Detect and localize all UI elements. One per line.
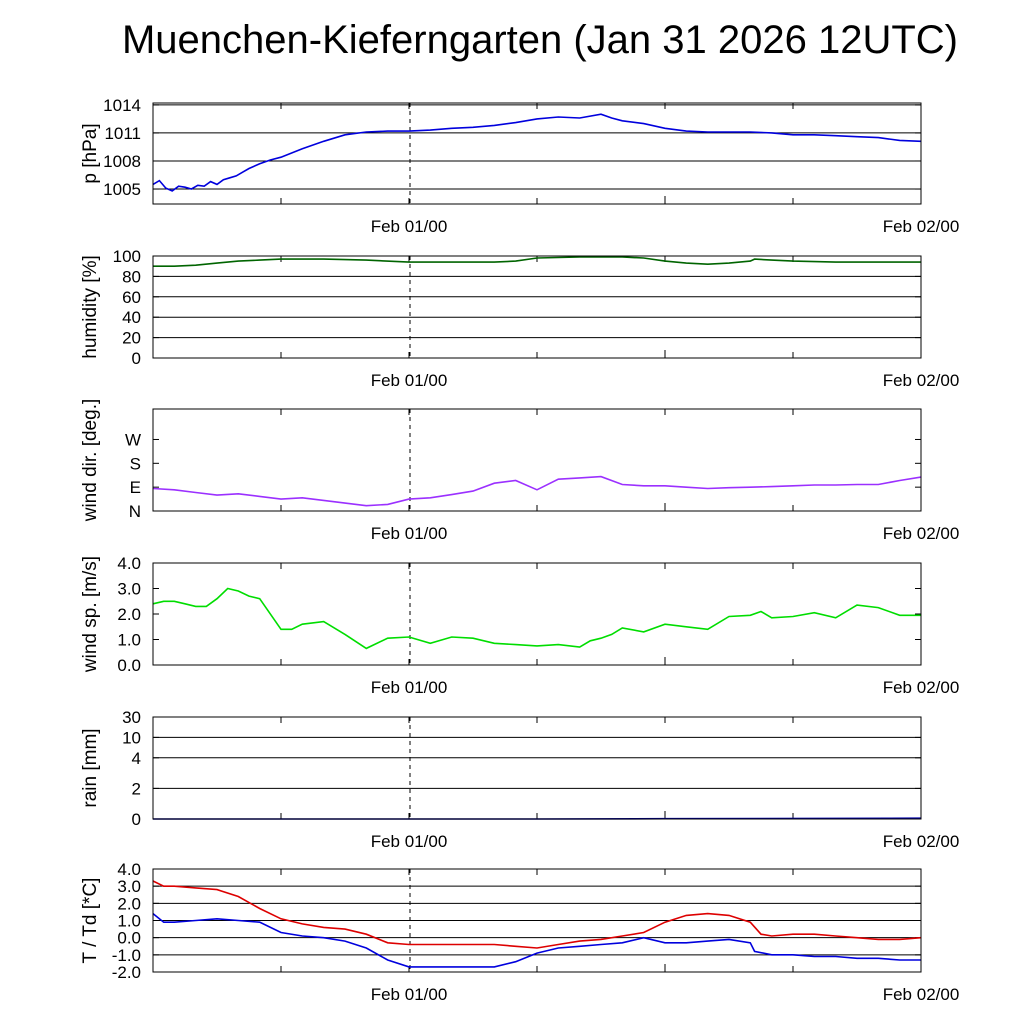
y-tick-label: 40 — [122, 308, 141, 327]
y-axis-label: T / Td [*C] — [80, 878, 101, 964]
y-tick-label: 2.0 — [117, 894, 141, 913]
y-tick-label: 1.0 — [117, 912, 141, 931]
y-axis-label: rain [mm] — [80, 728, 101, 807]
x-tick-label: Feb 01/00 — [371, 371, 448, 390]
series-line-0 — [153, 256, 921, 268]
chart-title: Muenchen-Kieferngarten (Jan 31 2026 12UT… — [121, 18, 959, 62]
y-axis-label: p [hPa] — [80, 123, 101, 183]
series-line-0 — [152, 475, 922, 507]
y-tick-label: 0 — [132, 810, 141, 829]
x-tick-label: Feb 01/00 — [371, 524, 448, 543]
y-tick-label: N — [129, 502, 141, 521]
y-tick-label: -1.0 — [112, 946, 141, 965]
y-axis-label: wind sp. [m/s] — [80, 556, 101, 673]
y-tick-label: W — [125, 430, 141, 449]
y-tick-label: 3.0 — [117, 877, 141, 896]
panel-5: -2.0-1.00.01.02.03.04.0 T / Td [*C] Feb 01… — [80, 860, 959, 1004]
series-line-0 — [152, 587, 921, 650]
x-tick-label: Feb 02/00 — [883, 832, 960, 851]
y-tick-label: E — [130, 478, 141, 497]
y-tick-label: 2 — [132, 779, 141, 798]
x-tick-label: Feb 02/00 — [883, 678, 960, 697]
y-tick-label: 1011 — [104, 124, 141, 143]
y-tick-label: 20 — [122, 329, 141, 348]
y-tick-label: 0.0 — [117, 929, 141, 948]
y-tick-label: 30 — [122, 708, 141, 727]
y-tick-label: 2.0 — [117, 605, 141, 624]
y-tick-label: 80 — [122, 267, 141, 286]
y-tick-label: 10 — [122, 728, 141, 747]
series-line-1 — [152, 912, 921, 968]
series-line-0 — [152, 880, 922, 949]
y-tick-label: 1005 — [103, 180, 141, 199]
plot-frame — [152, 562, 922, 666]
x-tick-label: Feb 01/00 — [371, 217, 448, 236]
y-tick-label: 4.0 — [117, 554, 141, 573]
y-axis-label: wind dir. [deg.] — [80, 399, 101, 523]
series-line-0 — [152, 113, 922, 192]
plot-frame — [152, 255, 922, 359]
x-tick-label: Feb 02/00 — [883, 371, 960, 390]
y-tick-label: -2.0 — [112, 963, 141, 982]
x-tick-label: Feb 02/00 — [883, 985, 960, 1004]
y-tick-label: 1014 — [103, 96, 141, 115]
panel-3: 0.0 1.0 2.0 3.0 4.0 wind sp. [m/s] Feb 01/00 Fe… — [80, 554, 959, 697]
x-tick-label: Feb 02/00 — [883, 217, 960, 236]
x-tick-label: Feb 01/00 — [371, 678, 448, 697]
y-tick-label: 100 — [113, 247, 141, 266]
y-tick-label: 60 — [122, 288, 141, 307]
plot-frame — [152, 102, 922, 205]
plot-frame — [152, 716, 922, 820]
plot-frame — [152, 408, 922, 512]
y-tick-label: 4.0 — [117, 860, 141, 879]
y-axis-label: humidity [%] — [80, 255, 101, 358]
x-tick-label: Feb 01/00 — [371, 832, 448, 851]
y-tick-label: 0.0 — [117, 656, 141, 675]
plot-frame — [152, 868, 922, 973]
y-tick-label: 3.0 — [117, 580, 141, 599]
y-tick-label: 0 — [132, 349, 141, 368]
x-tick-label: Feb 02/00 — [883, 524, 960, 543]
x-tick-label: Feb 01/00 — [371, 985, 448, 1004]
y-tick-label: S — [130, 454, 141, 473]
y-tick-label: 1.0 — [117, 631, 141, 650]
y-tick-label: 1008 — [103, 152, 141, 171]
y-tick-label: 4 — [132, 749, 141, 768]
